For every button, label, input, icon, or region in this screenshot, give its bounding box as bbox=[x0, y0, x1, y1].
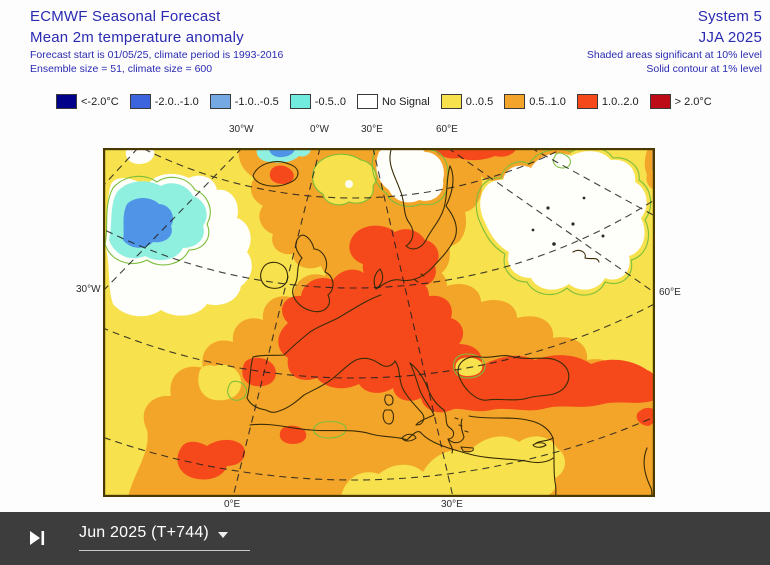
color-legend: <-2.0°C -2.0..-1.0 -1.0..-0.5 -0.5..0 No… bbox=[56, 94, 712, 109]
legend-swatch bbox=[440, 94, 462, 109]
legend-swatch bbox=[576, 94, 598, 109]
legend-label: 0..0.5 bbox=[465, 95, 494, 108]
forecast-map bbox=[0, 0, 770, 498]
legend-item: <-2.0°C bbox=[56, 94, 119, 109]
legend-label: > 2.0°C bbox=[674, 95, 712, 108]
header-right: System 5 JJA 2025 Shaded areas significa… bbox=[587, 6, 762, 76]
season-label: JJA 2025 bbox=[698, 29, 762, 46]
player-bar: Jun 2025 (T+744) bbox=[0, 512, 770, 565]
temperature-anomaly-map bbox=[0, 0, 770, 498]
skip-to-end-button[interactable] bbox=[26, 529, 48, 549]
legend-swatch bbox=[356, 94, 378, 109]
legend-item: -2.0..-1.0 bbox=[129, 94, 199, 109]
legend-label: 0.5..1.0 bbox=[529, 95, 566, 108]
forecast-meta: Forecast start is 01/05/25, climate peri… bbox=[30, 49, 284, 61]
legend-label: <-2.0°C bbox=[81, 95, 119, 108]
legend-item: > 2.0°C bbox=[649, 94, 712, 109]
legend-swatch bbox=[56, 94, 77, 109]
legend-item: 1.0..2.0 bbox=[576, 94, 639, 109]
skip-to-end-icon bbox=[29, 530, 44, 545]
legend-swatch bbox=[209, 94, 231, 109]
legend-swatch bbox=[289, 94, 311, 109]
legend-label: 1.0..2.0 bbox=[601, 95, 639, 108]
legend-swatch bbox=[649, 94, 671, 109]
frame-label: Jun 2025 (T+744) bbox=[79, 524, 209, 541]
ensemble-meta: Ensemble size = 51, climate size = 600 bbox=[30, 63, 213, 75]
legend-label: No Signal bbox=[381, 95, 430, 108]
legend-label: -1.0..-0.5 bbox=[234, 95, 279, 108]
legend-swatch bbox=[504, 94, 526, 109]
system-label: System 5 bbox=[697, 8, 762, 25]
legend-item: No Signal bbox=[356, 94, 430, 109]
legend-item: 0.5..1.0 bbox=[504, 94, 566, 109]
frame-dropdown[interactable]: Jun 2025 (T+744) bbox=[79, 524, 250, 551]
legend-item: 0..0.5 bbox=[440, 94, 494, 109]
axis-label-bottom-0e: 0°E bbox=[224, 499, 241, 510]
legend-label: -2.0..-1.0 bbox=[154, 95, 199, 108]
legend-label: -0.5..0 bbox=[314, 95, 346, 108]
axis-label-bottom-30e: 30°E bbox=[441, 499, 463, 510]
legend-item: -1.0..-0.5 bbox=[209, 94, 279, 109]
significance-note: Shaded areas significant at 10% level bbox=[586, 49, 762, 61]
axis-label-top-30w: 30°W bbox=[229, 124, 254, 135]
axis-label-right-60e: 60°E bbox=[659, 287, 681, 298]
contour-note: Solid contour at 1% level bbox=[646, 63, 762, 75]
axis-label-top-60e: 60°E bbox=[436, 124, 458, 135]
page-title: ECMWF Seasonal Forecast bbox=[30, 8, 221, 25]
axis-label-top-30e: 30°E bbox=[361, 124, 383, 135]
legend-swatch bbox=[129, 94, 151, 109]
header-left: ECMWF Seasonal Forecast Mean 2m temperat… bbox=[30, 6, 283, 76]
page-subtitle: Mean 2m temperature anomaly bbox=[30, 29, 244, 46]
legend-item: -0.5..0 bbox=[289, 94, 346, 109]
dropdown-caret-icon bbox=[217, 531, 228, 538]
axis-label-left-30w: 30°W bbox=[76, 284, 101, 295]
axis-label-top-0w: 0°W bbox=[310, 124, 329, 135]
